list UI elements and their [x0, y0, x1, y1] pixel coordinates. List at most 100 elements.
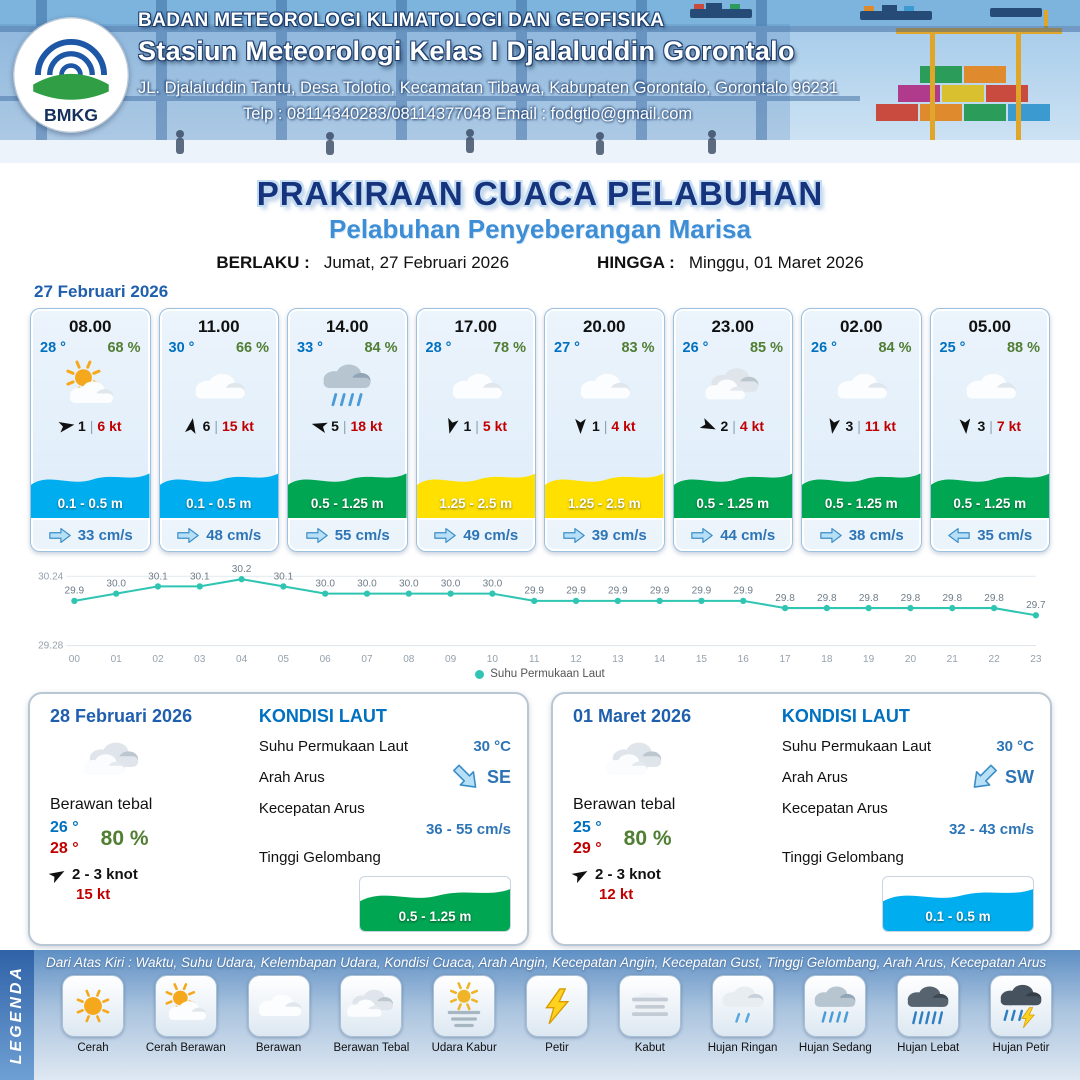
wind-divider: | [603, 418, 608, 434]
card-time: 08.00 [68, 317, 112, 336]
current-direction: SE [450, 764, 511, 789]
daily-wind-row: 2 - 3 knot [571, 866, 776, 883]
card-humidity: 66 % [235, 340, 269, 356]
daily-forecast-card: 28 Februari 2026 Berawan tebal 26 ° 28 °… [28, 692, 529, 946]
current-speed: 35 cm/s [977, 527, 1033, 544]
wind-divider: | [989, 418, 993, 434]
card-temperature: 27 ° [554, 340, 580, 356]
card-wind-row: 1 | 5 kt [417, 417, 536, 434]
card-time: 05.00 [968, 317, 1012, 336]
agency-name: BADAN METEOROLOGI KLIMATOLOGI DAN GEOFIS… [138, 10, 665, 31]
card-time: 20.00 [582, 317, 626, 336]
station-contact: Telp : 08114340283/08114377048 Email : f… [243, 105, 693, 123]
current-speed: 44 cm/s [720, 527, 776, 544]
hourly-forecast-card: 02.00 26 ° 84 % 3 | 11 kt 0.5 - 1.25 m [801, 308, 922, 552]
wave-height-value: 0.5 - 1.25 m [824, 496, 898, 511]
wind-speed: 11 kt [864, 418, 897, 434]
current-row: 33 cm/s [31, 518, 150, 551]
legend-weather-icon [989, 975, 1052, 1037]
wave-height-value: 0.5 - 1.25 m [696, 496, 770, 511]
current-speed: 38 cm/s [848, 527, 904, 544]
card-time: 14.00 [325, 317, 369, 336]
card-time: 02.00 [839, 317, 883, 336]
current-speed: 33 cm/s [77, 527, 133, 544]
valid-from-value: Jumat, 27 Februari 2026 [323, 253, 510, 272]
card-temp-humidity-row: 28 ° 78 % [417, 337, 536, 356]
sst-label: Suhu Permukaan Laut [258, 738, 409, 755]
card-time: 17.00 [454, 317, 498, 336]
svg-text:30.0: 30.0 [357, 578, 377, 589]
wave-height-value: 1.25 - 2.5 m [439, 496, 513, 511]
svg-text:30.1: 30.1 [190, 571, 210, 582]
daily-temp-max: 29 ° [573, 840, 602, 857]
legend-title-text: LEGENDA [8, 965, 25, 1065]
svg-text:14: 14 [654, 654, 666, 665]
current-speed: 39 cm/s [591, 527, 647, 544]
wind-direction-icon [958, 417, 974, 434]
daily-wind-row: 2 - 3 knot [48, 866, 253, 883]
station-address: JL. Djalaluddin Tantu, Desa Tolotio, Kec… [138, 79, 839, 97]
card-wind-row: 1 | 4 kt [545, 418, 664, 434]
card-temperature: 30 ° [168, 340, 195, 356]
legend-note: Dari Atas Kiri : Waktu, Suhu Udara, Kele… [46, 955, 1047, 970]
card-humidity: 88 % [1006, 340, 1040, 356]
current-row: 39 cm/s [545, 518, 664, 551]
wave-height-band: 0.5 - 1.25 m [288, 462, 407, 518]
legend-weather-icon [247, 975, 310, 1037]
legend-title: LEGENDA [0, 950, 34, 1080]
legend-label: Hujan Sedang [798, 1042, 872, 1054]
legend-weather-icon [711, 975, 774, 1037]
weather-icon [674, 356, 793, 418]
sst-value: 30 °C [996, 738, 1034, 755]
daily-wave-box: 0.5 - 1.25 m [359, 876, 511, 932]
daily-temp-max: 28 ° [50, 840, 79, 857]
card-wind-row: 2 | 4 kt [674, 418, 793, 434]
legend-weather-icon [618, 975, 681, 1037]
header-text-block: BADAN METEOROLOGI KLIMATOLOGI DAN GEOFIS… [138, 10, 1070, 124]
wave-height-label: Tinggi Gelombang [258, 849, 381, 866]
wind-speed: 4 kt [611, 418, 636, 434]
forecast-date: 27 Februari 2026 [34, 282, 169, 301]
card-humidity: 83 % [621, 340, 655, 356]
current-direction-icon [48, 527, 72, 544]
card-temp-humidity-row: 26 ° 84 % [802, 337, 921, 356]
card-time: 11.00 [197, 317, 240, 336]
legend-item: Berawan [234, 975, 324, 1074]
wave-height-band: 0.5 - 1.25 m [930, 462, 1049, 518]
svg-text:05: 05 [278, 654, 290, 665]
wind-value: 1 [77, 418, 86, 434]
svg-text:09: 09 [445, 654, 457, 665]
daily-weather-column: 28 Februari 2026 Berawan tebal 26 ° 28 °… [48, 706, 253, 932]
svg-text:03: 03 [194, 654, 206, 665]
svg-text:18: 18 [821, 654, 833, 665]
legend-label: Petir [545, 1042, 569, 1054]
station-name: Stasiun Meteorologi Kelas I Djalaluddin … [138, 36, 795, 66]
wind-value: 1 [591, 418, 600, 434]
card-humidity: 84 % [364, 340, 398, 356]
sea-conditions-column: KONDISI LAUT Suhu Permukaan Laut 30 °C A… [253, 706, 511, 932]
card-temperature: 26 ° [682, 340, 709, 356]
page-title: PRAKIRAAN CUACA PELABUHAN [256, 175, 824, 212]
current-row: 38 cm/s [802, 518, 921, 551]
svg-text:30.24: 30.24 [38, 571, 64, 582]
title-section: PRAKIRAAN CUACA PELABUHAN Pelabuhan Peny… [0, 163, 1080, 273]
svg-text:13: 13 [612, 654, 624, 665]
legend-item: Cerah Berawan [141, 975, 231, 1074]
wind-value: 5 [331, 418, 339, 434]
legend-label: Kabut [634, 1042, 665, 1054]
svg-text:01: 01 [111, 654, 123, 665]
sst-chart: 30.24 29.28 29.9 00 30.0 01 30.1 02 30.1 03 30.2 04… [28, 560, 1052, 680]
card-wind-row: 1 | 6 kt [31, 418, 150, 434]
daily-current-speed: 32 - 43 cm/s [948, 821, 1034, 838]
legend-items-row: Cerah Cerah Berawan Berawan Berawan Teba… [34, 972, 1080, 1080]
daily-wave-box: 0.1 - 0.5 m [882, 876, 1034, 932]
wave-height-value: 1.25 - 2.5 m [567, 496, 641, 511]
svg-text:29.9: 29.9 [608, 586, 628, 597]
hourly-forecast-row: 08.00 28 ° 68 % 1 | 6 kt 0.1 - 0.5 m [0, 308, 1080, 552]
bmkg-logo-text: BMKG [44, 105, 98, 125]
svg-text:11: 11 [529, 654, 540, 665]
card-temperature: 26 ° [811, 340, 837, 356]
svg-text:30.1: 30.1 [148, 571, 168, 582]
svg-text:29.8: 29.8 [984, 593, 1004, 604]
